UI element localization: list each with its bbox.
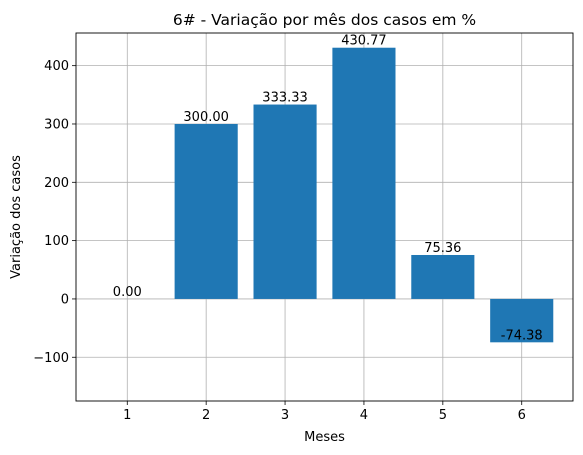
bar [411, 254, 475, 299]
y-tick-label: 400 [44, 59, 69, 74]
x-tick-label: 2 [202, 408, 210, 423]
bar-value-label: 0.00 [113, 285, 142, 300]
bar [490, 298, 554, 343]
bar [174, 123, 238, 299]
bars [174, 47, 554, 343]
x-tick-label: 1 [123, 408, 131, 423]
x-tick-label: 3 [281, 408, 289, 423]
x-tick-label: 6 [518, 408, 526, 423]
chart-title: 6# - Variação por mês dos casos em % [173, 11, 476, 29]
bar-value-label: 430.77 [341, 34, 387, 49]
x-tick-label: 5 [439, 408, 447, 423]
bar-value-label: 300.00 [183, 110, 229, 125]
axis-ticks: 1 2 3 4 5 6 −100 0 100 200 300 400 [33, 59, 526, 423]
y-tick-label: −100 [33, 351, 69, 366]
bar-value-label: 333.33 [262, 91, 308, 106]
y-tick-label: 100 [44, 234, 69, 249]
plot-frame [75, 32, 574, 402]
grid-lines [76, 33, 573, 401]
bar-value-label: -74.38 [501, 328, 543, 343]
x-axis-label: Meses [304, 430, 345, 445]
bar-value-labels: 0.00 300.00 333.33 430.77 75.36 -74.38 [113, 34, 543, 344]
bar-value-label: 75.36 [424, 241, 461, 256]
x-tick-label: 4 [360, 408, 368, 423]
y-tick-label: 200 [44, 176, 69, 191]
y-axis-label: Variação dos casos [9, 155, 24, 279]
y-tick-label: 300 [44, 117, 69, 132]
bar [332, 47, 396, 299]
y-tick-label: 0 [61, 292, 69, 307]
bar [253, 104, 317, 299]
